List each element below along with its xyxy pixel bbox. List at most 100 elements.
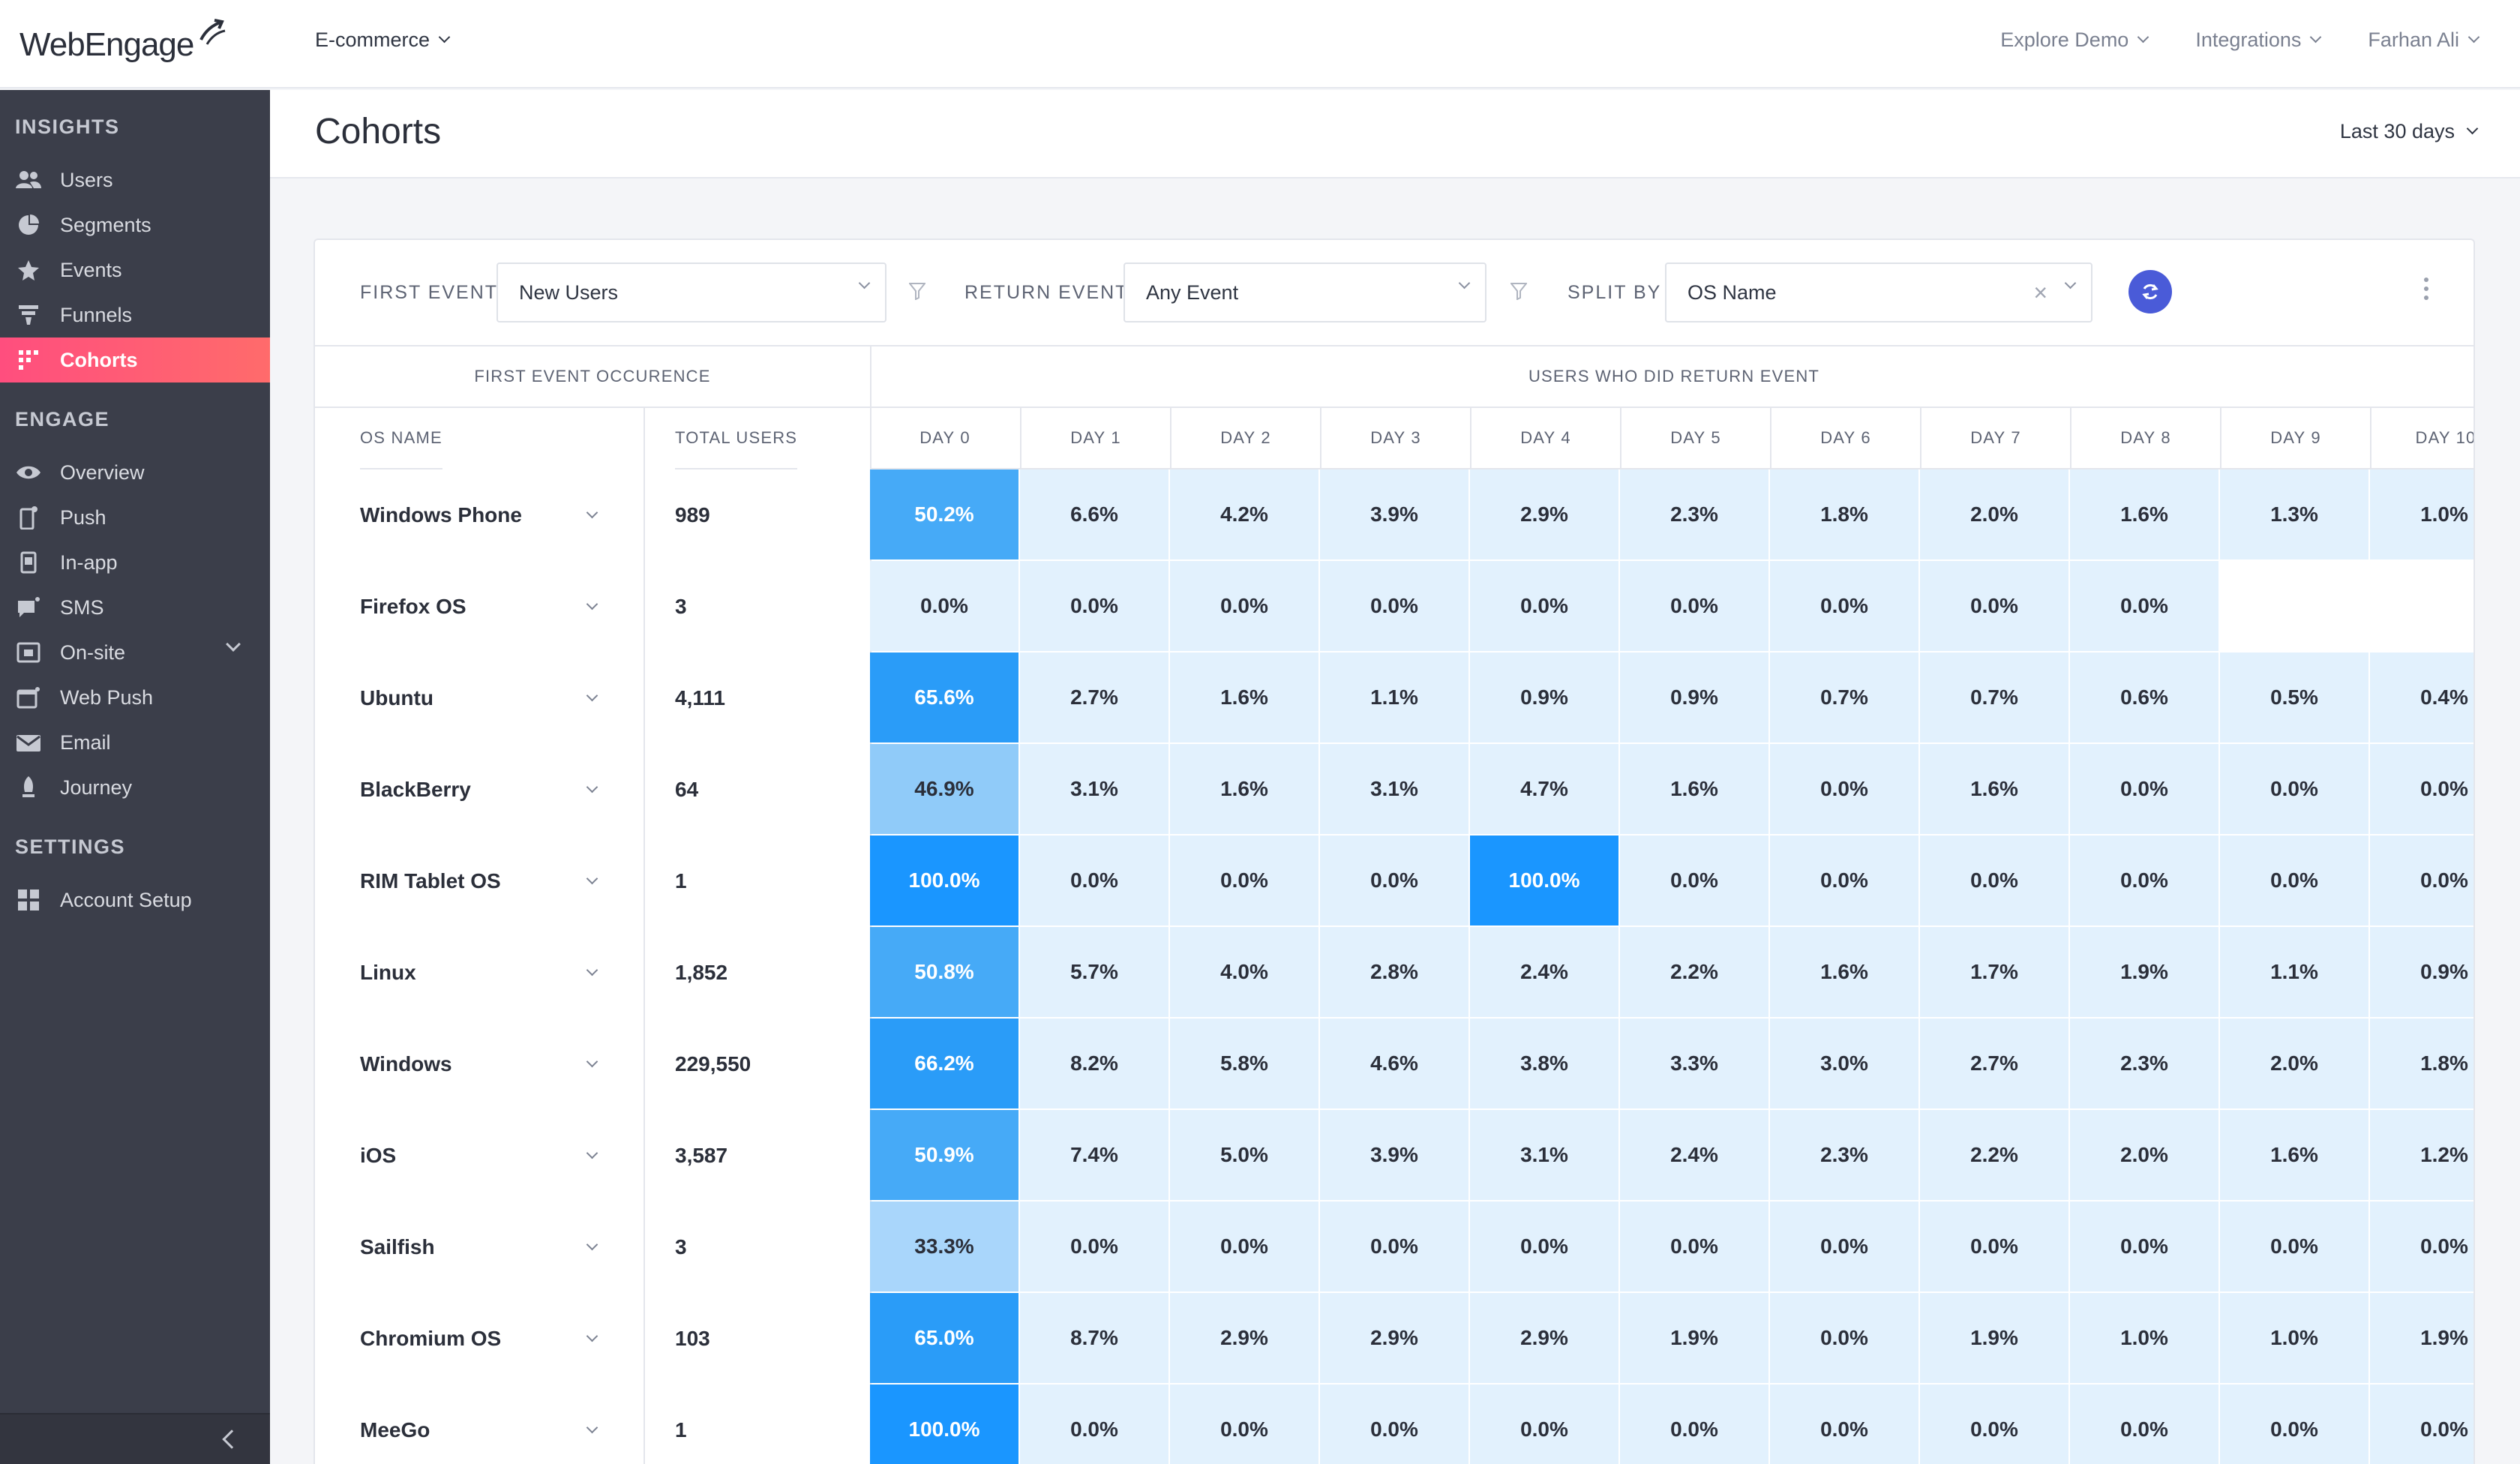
cohort-cell[interactable]: 0.0% (1620, 561, 1768, 651)
cohort-cell[interactable]: 0.0% (1020, 836, 1168, 926)
cohort-cell[interactable]: 0.0% (2070, 1384, 2218, 1464)
cohort-cell[interactable]: 0.0% (1320, 561, 1468, 651)
cohort-cell[interactable]: 2.0% (1920, 470, 2068, 560)
cohort-cell[interactable]: 2.9% (1170, 1293, 1318, 1383)
cohort-cell[interactable]: 0.0% (1320, 836, 1468, 926)
cohort-cell[interactable]: 0.0% (1470, 1202, 1618, 1292)
cohort-cell[interactable]: 0.0% (2070, 744, 2218, 834)
clear-icon[interactable]: × (2033, 279, 2048, 306)
return-event-select[interactable]: Any Event (1124, 262, 1486, 322)
day-column-header[interactable]: DAY 2 (1170, 408, 1320, 470)
cohort-cell[interactable]: 1.2% (2370, 1110, 2474, 1200)
cohort-cell[interactable]: 50.2% (870, 470, 1018, 560)
cohort-cell[interactable]: 1.7% (1920, 927, 2068, 1017)
expand-row-icon[interactable] (586, 1055, 598, 1067)
day-column-header[interactable]: DAY 8 (2070, 408, 2220, 470)
cohort-cell[interactable]: 2.3% (1770, 1110, 1918, 1200)
cohort-cell[interactable]: 8.7% (1020, 1293, 1168, 1383)
cohort-cell[interactable]: 2.2% (1620, 927, 1768, 1017)
sidebar-item-journey[interactable]: Journey (0, 765, 270, 810)
cohort-cell[interactable]: 4.0% (1170, 927, 1318, 1017)
cohort-cell[interactable]: 0.0% (1470, 561, 1618, 651)
cohort-cell[interactable]: 2.9% (1470, 1293, 1618, 1383)
cohort-cell[interactable]: 0.0% (1620, 1202, 1768, 1292)
user-menu[interactable]: Farhan Ali (2368, 28, 2480, 52)
sidebar-item-users[interactable]: Users (0, 158, 270, 202)
cohort-cell[interactable]: 2.3% (2070, 1018, 2218, 1108)
cohort-cell[interactable]: 2.4% (1620, 1110, 1768, 1200)
cohort-cell[interactable]: 1.6% (2070, 470, 2218, 560)
cohort-cell[interactable]: 100.0% (870, 1384, 1018, 1464)
cohort-cell[interactable]: 0.0% (1920, 561, 2068, 651)
cohort-cell[interactable]: 0.0% (1770, 1384, 1918, 1464)
more-options-icon[interactable] (2424, 278, 2428, 300)
expand-row-icon[interactable] (586, 964, 598, 976)
cohort-cell[interactable]: 3.3% (1620, 1018, 1768, 1108)
cohort-cell[interactable]: 0.0% (1770, 561, 1918, 651)
cohort-cell[interactable]: 2.9% (1470, 470, 1618, 560)
cohort-cell[interactable]: 3.1% (1470, 1110, 1618, 1200)
cohort-cell[interactable]: 0.0% (1020, 1384, 1168, 1464)
cohort-cell[interactable]: 1.3% (2220, 470, 2368, 560)
sidebar-item-on-site[interactable]: On-site (0, 630, 270, 675)
day-column-header[interactable]: DAY 10 (2370, 408, 2474, 470)
day-column-header[interactable]: DAY 3 (1320, 408, 1470, 470)
cohort-cell[interactable]: 1.9% (1920, 1293, 2068, 1383)
day-column-header[interactable]: DAY 0 (870, 408, 1020, 470)
cohort-cell[interactable]: 0.0% (1020, 1202, 1168, 1292)
day-column-header[interactable]: DAY 4 (1470, 408, 1620, 470)
cohort-cell[interactable]: 2.8% (1320, 927, 1468, 1017)
cohort-cell[interactable]: 0.0% (1770, 836, 1918, 926)
expand-row-icon[interactable] (586, 781, 598, 793)
first-event-filter-icon[interactable] (909, 282, 926, 300)
cohort-cell[interactable]: 0.0% (1620, 836, 1768, 926)
total-users-column-header[interactable]: TOTAL USERS (675, 408, 798, 470)
cohort-cell[interactable]: 0.0% (2370, 744, 2474, 834)
cohort-cell[interactable]: 4.6% (1320, 1018, 1468, 1108)
cohort-cell[interactable]: 0.0% (2220, 1202, 2368, 1292)
cohort-cell[interactable]: 0.0% (1770, 1202, 1918, 1292)
cohort-cell[interactable]: 5.8% (1170, 1018, 1318, 1108)
expand-row-icon[interactable] (586, 1147, 598, 1159)
sidebar-item-segments[interactable]: Segments (0, 202, 270, 248)
cohort-cell[interactable]: 0.0% (2370, 1202, 2474, 1292)
sidebar-item-events[interactable]: Events (0, 248, 270, 292)
sidebar-item-account-setup[interactable]: Account Setup (0, 878, 270, 922)
integrations-menu[interactable]: Integrations (2195, 28, 2322, 52)
cohort-cell[interactable] (2370, 561, 2474, 651)
cohort-cell[interactable]: 3.8% (1470, 1018, 1618, 1108)
first-event-select[interactable]: New Users (496, 262, 886, 322)
cohort-cell[interactable]: 0.0% (1020, 561, 1168, 651)
cohort-cell[interactable]: 50.9% (870, 1110, 1018, 1200)
cohort-cell[interactable]: 2.0% (2070, 1110, 2218, 1200)
cohort-cell[interactable]: 0.5% (2220, 652, 2368, 742)
cohort-cell[interactable]: 8.2% (1020, 1018, 1168, 1108)
cohort-cell[interactable]: 2.7% (1920, 1018, 2068, 1108)
expand-row-icon[interactable] (586, 689, 598, 701)
cohort-cell[interactable]: 1.8% (2370, 1018, 2474, 1108)
cohort-cell[interactable]: 3.1% (1320, 744, 1468, 834)
date-range-selector[interactable]: Last 30 days (2340, 120, 2479, 143)
expand-row-icon[interactable] (586, 1330, 598, 1342)
expand-row-icon[interactable] (586, 506, 598, 518)
day-column-header[interactable]: DAY 9 (2220, 408, 2370, 470)
cohort-cell[interactable]: 0.0% (2220, 744, 2368, 834)
cohort-cell[interactable]: 0.0% (2070, 1202, 2218, 1292)
sidebar-item-sms[interactable]: SMS (0, 585, 270, 630)
day-column-header[interactable]: DAY 6 (1770, 408, 1920, 470)
project-selector[interactable]: E-commerce (315, 28, 451, 52)
cohort-cell[interactable]: 0.0% (2370, 1384, 2474, 1464)
expand-row-icon[interactable] (586, 598, 598, 610)
cohort-cell[interactable]: 65.0% (870, 1293, 1018, 1383)
cohort-cell[interactable]: 33.3% (870, 1202, 1018, 1292)
expand-row-icon[interactable] (586, 1238, 598, 1250)
sidebar-item-funnels[interactable]: Funnels (0, 292, 270, 338)
cohort-cell[interactable]: 1.1% (2220, 927, 2368, 1017)
cohort-cell[interactable]: 5.0% (1170, 1110, 1318, 1200)
cohort-cell[interactable]: 1.6% (1920, 744, 2068, 834)
cohort-cell[interactable]: 7.4% (1020, 1110, 1168, 1200)
cohort-cell[interactable]: 46.9% (870, 744, 1018, 834)
cohort-cell[interactable]: 1.8% (1770, 470, 1918, 560)
cohort-cell[interactable]: 2.7% (1020, 652, 1168, 742)
cohort-cell[interactable]: 1.6% (1770, 927, 1918, 1017)
